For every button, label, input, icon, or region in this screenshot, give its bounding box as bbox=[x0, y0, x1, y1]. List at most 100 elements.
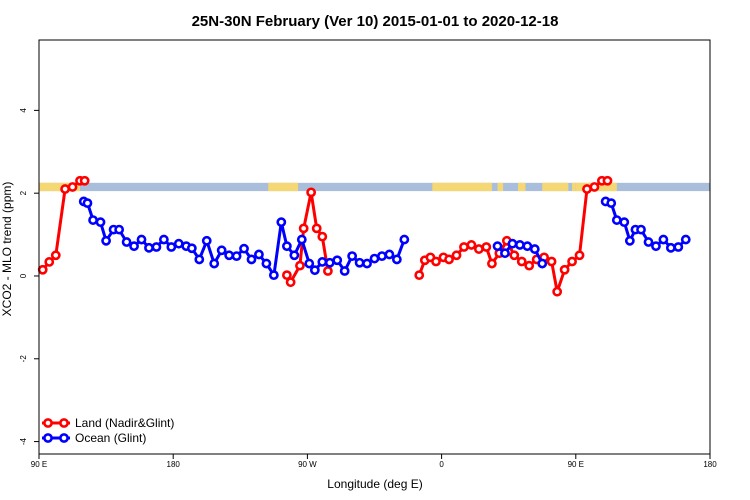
data-point bbox=[509, 250, 520, 261]
data-point bbox=[354, 257, 365, 268]
data-point bbox=[529, 244, 540, 254]
data-point bbox=[466, 240, 477, 250]
data-point bbox=[201, 235, 212, 246]
data-point bbox=[546, 256, 557, 267]
data-point bbox=[384, 249, 395, 260]
data-point bbox=[651, 241, 661, 252]
legend-marker bbox=[59, 418, 69, 428]
data-point bbox=[304, 258, 315, 269]
data-point bbox=[44, 257, 55, 267]
data-point bbox=[487, 258, 497, 269]
data-point bbox=[239, 243, 249, 254]
land-strip-segment bbox=[572, 182, 576, 192]
data-point bbox=[589, 182, 600, 192]
data-point bbox=[268, 270, 279, 281]
data-point bbox=[224, 250, 235, 261]
data-point bbox=[194, 254, 205, 265]
data-point bbox=[306, 187, 317, 198]
data-point bbox=[296, 234, 307, 245]
x-tick-label: 0 bbox=[439, 460, 444, 469]
data-point bbox=[136, 234, 147, 245]
ocean-strip bbox=[39, 182, 710, 192]
data-point bbox=[216, 245, 227, 256]
data-point bbox=[285, 277, 296, 288]
data-point bbox=[636, 224, 646, 235]
data-point bbox=[680, 234, 691, 245]
data-point bbox=[559, 264, 570, 275]
data-point bbox=[481, 242, 492, 252]
data-point bbox=[50, 250, 61, 261]
x-tick-label: 90 W bbox=[298, 460, 317, 469]
data-point bbox=[121, 237, 132, 247]
data-point bbox=[209, 258, 220, 269]
data-point bbox=[658, 234, 669, 245]
data-point bbox=[332, 255, 343, 266]
data-point bbox=[82, 198, 93, 209]
data-point bbox=[552, 286, 563, 297]
series-ocean bbox=[78, 196, 691, 281]
land-strip-segment bbox=[39, 182, 81, 192]
data-point bbox=[311, 223, 322, 234]
data-point bbox=[186, 243, 197, 254]
data-point bbox=[60, 184, 70, 194]
plot-frame bbox=[38, 39, 711, 455]
data-point bbox=[281, 270, 292, 281]
data-point bbox=[166, 242, 177, 252]
data-point bbox=[151, 242, 162, 252]
data-point bbox=[339, 266, 350, 276]
data-point bbox=[254, 249, 264, 260]
y-tick-label: -4 bbox=[19, 437, 28, 445]
data-point bbox=[619, 217, 630, 228]
data-point bbox=[295, 260, 305, 271]
data-point bbox=[507, 238, 518, 249]
data-point bbox=[158, 234, 169, 245]
data-point bbox=[79, 175, 90, 186]
data-point bbox=[369, 253, 380, 264]
series-line bbox=[41, 179, 85, 271]
data-point bbox=[67, 182, 78, 192]
series-line bbox=[417, 179, 608, 294]
land-strip-segment bbox=[268, 182, 299, 192]
legend-label: Land (Nadir&Glint) bbox=[75, 416, 174, 430]
data-point bbox=[347, 251, 358, 262]
data-point bbox=[574, 250, 585, 261]
series-land bbox=[37, 175, 613, 297]
data-point bbox=[88, 215, 98, 225]
data-point bbox=[444, 254, 454, 265]
legend-marker bbox=[43, 433, 53, 443]
data-point bbox=[524, 260, 535, 271]
data-point bbox=[317, 257, 328, 267]
data-point bbox=[602, 175, 613, 186]
data-point bbox=[665, 242, 676, 253]
data-point bbox=[522, 241, 533, 252]
data-point bbox=[323, 266, 333, 276]
data-point bbox=[37, 264, 48, 275]
data-point bbox=[144, 242, 154, 253]
legend-label: Ocean (Glint) bbox=[75, 431, 146, 445]
data-point bbox=[281, 241, 292, 252]
axis-ticks: 90 E 180 90 W 0 90 E 180 -4 -2 0 2 4 bbox=[19, 108, 717, 469]
data-point bbox=[95, 217, 106, 228]
data-point bbox=[324, 257, 335, 268]
legend: Land (Nadir&Glint)Ocean (Glint) bbox=[42, 416, 174, 445]
y-axis-label: XCO2 - MLO trend (ppm) bbox=[0, 182, 14, 317]
data-point bbox=[114, 224, 125, 235]
land-strip-segment bbox=[497, 182, 504, 192]
data-point bbox=[473, 244, 484, 254]
data-point bbox=[624, 235, 635, 246]
y-tick-label: 0 bbox=[19, 273, 28, 278]
x-tick-label: 180 bbox=[167, 460, 181, 469]
data-point bbox=[431, 256, 441, 267]
data-point bbox=[173, 238, 184, 249]
data-point bbox=[582, 184, 592, 194]
data-point bbox=[611, 215, 622, 225]
land-strip-segment bbox=[432, 182, 492, 192]
land-strip-segment bbox=[518, 182, 526, 192]
data-point bbox=[261, 258, 272, 269]
legend-marker bbox=[59, 433, 69, 443]
x-tick-label: 90 E bbox=[568, 460, 584, 469]
data-point bbox=[459, 242, 469, 252]
data-point bbox=[567, 256, 577, 267]
data-point bbox=[276, 217, 287, 228]
